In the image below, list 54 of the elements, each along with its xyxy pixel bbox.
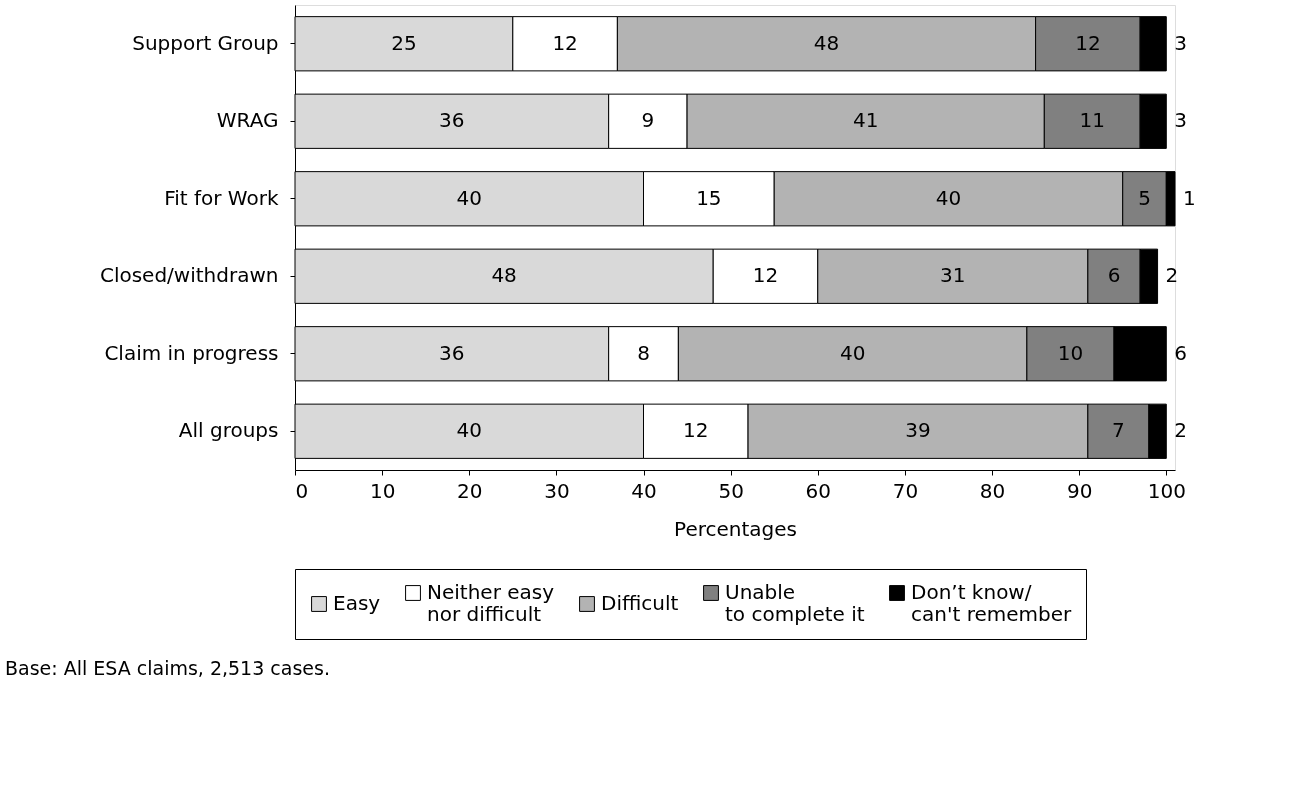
y-tick-label: WRAG [216, 108, 279, 133]
data-label: 5 [1138, 185, 1151, 210]
data-label: 40 [456, 185, 482, 210]
x-tick-label: 90 [1066, 478, 1093, 503]
data-label: 36 [439, 340, 465, 365]
x-tick-label: 100 [1147, 478, 1186, 503]
x-axis-title: Percentages [674, 516, 797, 541]
data-label: 7 [1112, 418, 1125, 443]
x-tick-label: 60 [805, 478, 831, 503]
x-tick-label: 70 [892, 478, 919, 503]
data-label: 40 [839, 340, 866, 365]
y-tick-label: Claim in progress [104, 340, 279, 365]
data-label: 3 [1174, 108, 1188, 133]
data-label: 8 [637, 340, 650, 365]
data-label: 3 [1174, 30, 1188, 55]
legend-label: Unable to complete it [725, 580, 865, 626]
data-label: 6 [1174, 340, 1188, 365]
data-label: 40 [456, 418, 482, 443]
data-label: 25 [391, 30, 417, 55]
x-tick-label: 0 [295, 478, 309, 503]
data-label: 12 [752, 263, 779, 288]
y-tick-label: Support Group [132, 30, 279, 55]
data-label: 48 [813, 30, 840, 55]
x-tick-label: 20 [457, 478, 483, 503]
data-label: 10 [1057, 340, 1084, 365]
data-label: 11 [1079, 108, 1105, 133]
data-label: 15 [696, 185, 722, 210]
y-tick-label: Closed/withdrawn [99, 263, 279, 288]
y-tick-label: Fit for Work [164, 185, 279, 210]
data-label: 41 [852, 108, 879, 133]
data-label: 2 [1174, 418, 1188, 443]
legend-label: Difficult [601, 591, 679, 615]
data-label: 12 [1075, 30, 1101, 55]
data-label: 31 [940, 263, 966, 288]
data-label: 48 [491, 263, 517, 288]
data-label: 39 [905, 418, 931, 443]
y-tick-label: All groups [178, 418, 279, 443]
x-tick-label: 50 [718, 478, 744, 503]
x-tick-label: 40 [631, 478, 657, 503]
data-label: 6 [1107, 263, 1121, 288]
x-tick-label: 10 [369, 478, 396, 503]
x-tick-label: 30 [544, 478, 570, 503]
legend-label: Don’t know/ can't remember [911, 580, 1072, 626]
legend-label: Easy [333, 591, 381, 615]
x-tick-label: 80 [979, 478, 1006, 503]
data-label: 36 [439, 108, 465, 133]
text: Base: All ESA claims, 2,513 cases. [5, 656, 330, 679]
data-label: 12 [683, 418, 709, 443]
data-label: 9 [641, 108, 655, 133]
data-label: 12 [552, 30, 578, 55]
data-label: 40 [935, 185, 962, 210]
data-label: 1 [1183, 185, 1196, 210]
legend-label: Neither easy nor difficult [427, 580, 555, 626]
data-label: 2 [1165, 263, 1179, 288]
